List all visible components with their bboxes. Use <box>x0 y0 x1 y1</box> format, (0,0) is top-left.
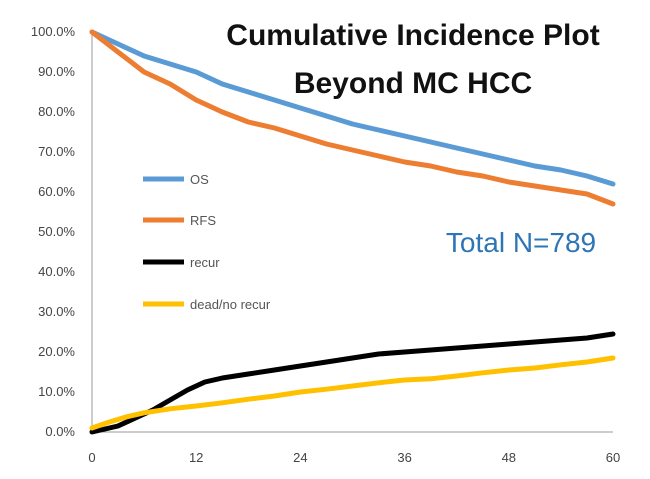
y-tick-label: 70.0% <box>38 144 75 159</box>
legend-label: recur <box>190 255 220 270</box>
x-tick-labels: 0 12 24 36 48 60 <box>88 450 620 465</box>
y-tick-label: 20.0% <box>38 344 75 359</box>
axes <box>91 32 613 433</box>
legend-label: OS <box>190 172 209 187</box>
chart-title-line-1: Cumulative Incidence Plot <box>226 19 599 52</box>
y-tick-label: 40.0% <box>38 264 75 279</box>
x-tick-label: 0 <box>88 450 95 465</box>
legend: OS RFS recur dead/no recur <box>143 172 271 312</box>
y-tick-label: 0.0% <box>45 424 75 439</box>
y-tick-labels: 0.0% 10.0% 20.0% 30.0% 40.0% 50.0% 60.0% 70.0% 8… <box>31 24 76 439</box>
y-tick-label: 60.0% <box>38 184 75 199</box>
series-line-recur <box>89 331 616 435</box>
y-tick-label: 90.0% <box>38 64 75 79</box>
x-tick-label: 48 <box>502 450 516 465</box>
x-tick-label: 36 <box>397 450 411 465</box>
series-line-rfs <box>89 29 616 207</box>
series-line-os <box>89 29 616 187</box>
series-line-dead-no-recur <box>89 355 616 431</box>
y-tick-label: 10.0% <box>38 384 75 399</box>
legend-label: dead/no recur <box>190 297 271 312</box>
x-tick-label: 12 <box>189 450 203 465</box>
total-n-annotation: Total N=789 <box>446 227 596 258</box>
y-tick-label: 80.0% <box>38 104 75 119</box>
chart-title-line-2: Beyond MC HCC <box>294 67 532 100</box>
legend-label: RFS <box>190 213 216 228</box>
y-tick-label: 100.0% <box>31 24 76 39</box>
x-tick-label: 24 <box>293 450 307 465</box>
x-tick-label: 60 <box>606 450 620 465</box>
y-tick-label: 30.0% <box>38 304 75 319</box>
series-lines <box>89 29 616 435</box>
y-tick-label: 50.0% <box>38 224 75 239</box>
